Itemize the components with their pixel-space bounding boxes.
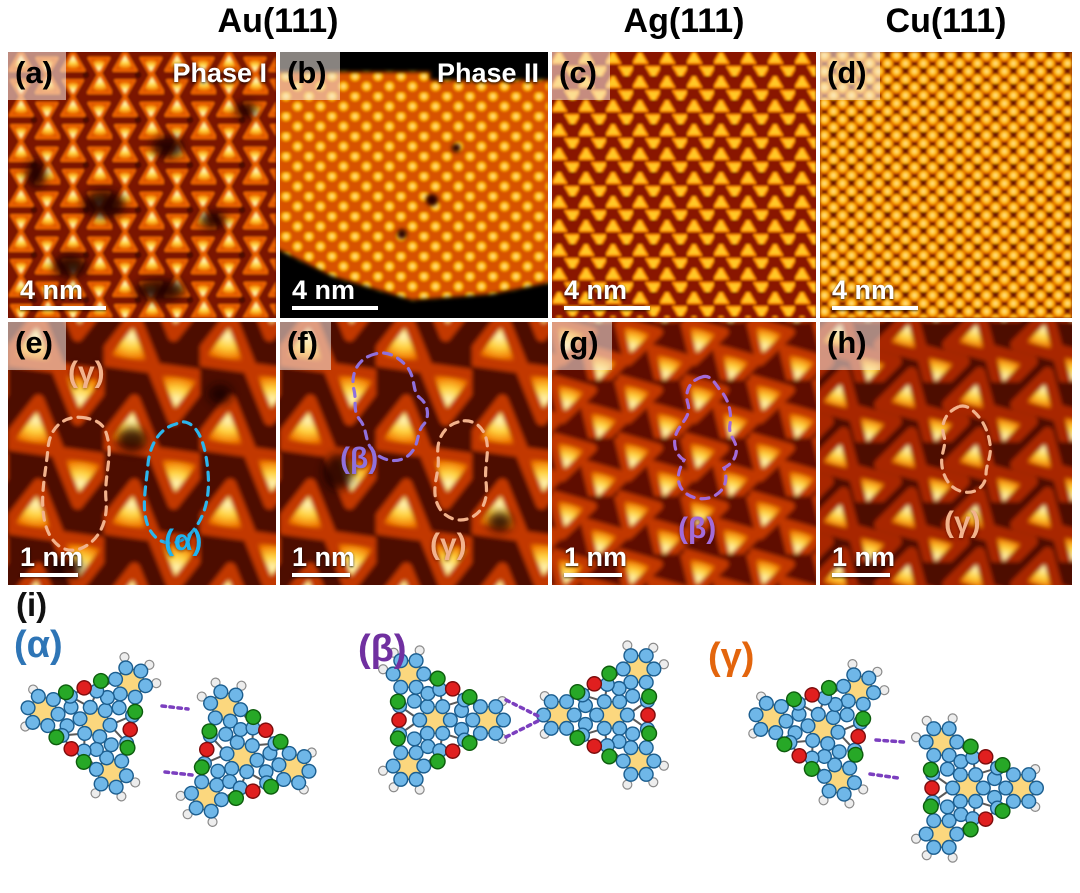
scalebar-a-text: 4 nm [20, 274, 84, 305]
model-beta [377, 639, 670, 796]
scalebar-b-line [292, 306, 378, 310]
scalebar-f-text: 1 nm [292, 541, 356, 572]
panel-label-f: (f) [280, 322, 331, 370]
phase-label-2: Phase II [436, 58, 539, 88]
halogen-bond-dotted-line [868, 772, 900, 780]
halogen-bond-dotted-line [874, 738, 906, 744]
scalebar-a: 4 nm [20, 274, 106, 310]
annotation-alpha-e: (α) [164, 524, 203, 557]
scalebar-c-text: 4 nm [564, 274, 628, 305]
annotation-beta-g: (β) [678, 512, 717, 545]
panel-label-c: (c) [552, 52, 610, 100]
molecule-model [732, 639, 895, 815]
model-label-gamma: (γ) [708, 636, 755, 678]
scalebar-f-line [292, 573, 350, 577]
scalebar-e: 1 nm [20, 541, 84, 577]
scalebar-g-line [564, 573, 622, 577]
panel-label-h: (h) [820, 322, 880, 370]
header-ag111: Ag(111) [623, 2, 745, 40]
unit-outline-gamma-e [41, 415, 111, 552]
defect-dots [397, 143, 461, 239]
annotation-gamma-e: (γ) [68, 356, 105, 389]
panel-label-d: (d) [820, 52, 880, 100]
halogen-bond-dotted-line [160, 704, 190, 711]
molecule-model [170, 671, 333, 847]
unit-outline-beta-g [673, 374, 738, 501]
stm-image-b [280, 52, 548, 318]
scalebar-g: 1 nm [564, 541, 628, 577]
stm-panel-b: (b) Phase II 4 nm [280, 52, 548, 318]
stm-panel-f: (f) (β) (γ) 1 nm [280, 322, 548, 585]
panel-label-b: (b) [280, 52, 340, 100]
panel-label-e: (e) [8, 322, 66, 370]
stm-panel-a: (a) Phase I 4 nm [8, 52, 276, 318]
unit-outline-gamma-f [433, 419, 490, 522]
panel-label-a: (a) [8, 52, 66, 100]
scalebar-a-line [20, 306, 106, 310]
stm-panel-d: (d) 4 nm [820, 52, 1072, 318]
scalebar-d-text: 4 nm [832, 274, 896, 305]
header-cu111: Cu(111) [885, 2, 1007, 40]
scalebar-f: 1 nm [292, 541, 356, 577]
halogen-bond-dotted-line [504, 698, 542, 719]
molecular-models-drawing [4, 632, 1045, 864]
scalebar-b-text: 4 nm [292, 274, 356, 305]
scalebar-h: 1 nm [832, 541, 896, 577]
panel-label-i: (i) [16, 586, 48, 623]
model-label-alpha: (α) [14, 624, 63, 666]
annotation-beta-f: (β) [340, 442, 379, 475]
annotation-gamma-h: (γ) [944, 506, 981, 539]
unit-outline-beta-f [351, 351, 430, 463]
scalebar-e-text: 1 nm [20, 541, 84, 572]
scalebar-c: 4 nm [564, 274, 650, 310]
scalebar-h-text: 1 nm [832, 541, 896, 572]
stm-panel-h: (h) (γ) 1 nm [820, 322, 1072, 585]
header-au111: Au(111) [217, 2, 339, 40]
dark-gaps [323, 454, 512, 532]
scalebar-e-line [20, 573, 78, 577]
phase-label-1: Phase I [172, 58, 267, 88]
panel-label-g: (g) [552, 322, 612, 370]
unit-outline-gamma-h [940, 404, 993, 494]
scalebar-b: 4 nm [292, 274, 378, 310]
scalebar-g-text: 1 nm [564, 541, 628, 572]
scalebar-d-line [832, 306, 918, 310]
model-alpha [4, 632, 333, 847]
island-edges [280, 52, 548, 318]
annotation-gamma-f: (γ) [430, 528, 467, 561]
halogen-bond-dotted-line [163, 770, 194, 777]
stm-panel-g: (g) (β) 1 nm [552, 322, 816, 585]
molecule-model [910, 712, 1045, 864]
model-label-beta: (β) [358, 628, 407, 670]
scalebar-d: 4 nm [832, 274, 918, 310]
halogen-bond-dotted-line [504, 718, 542, 739]
stm-panel-c: (c) 4 nm [552, 52, 816, 318]
stm-panel-e: (e) (γ) (α) 1 nm [8, 322, 276, 585]
defect-patches [26, 102, 257, 301]
scalebar-h-line [832, 573, 890, 577]
model-gamma [732, 639, 1045, 864]
unit-outline-alpha-e [142, 420, 211, 545]
molecule-model [535, 639, 670, 791]
molecular-models-panel: (i) (α) (β) (γ) [0, 586, 1080, 893]
scalebar-c-line [564, 306, 650, 310]
